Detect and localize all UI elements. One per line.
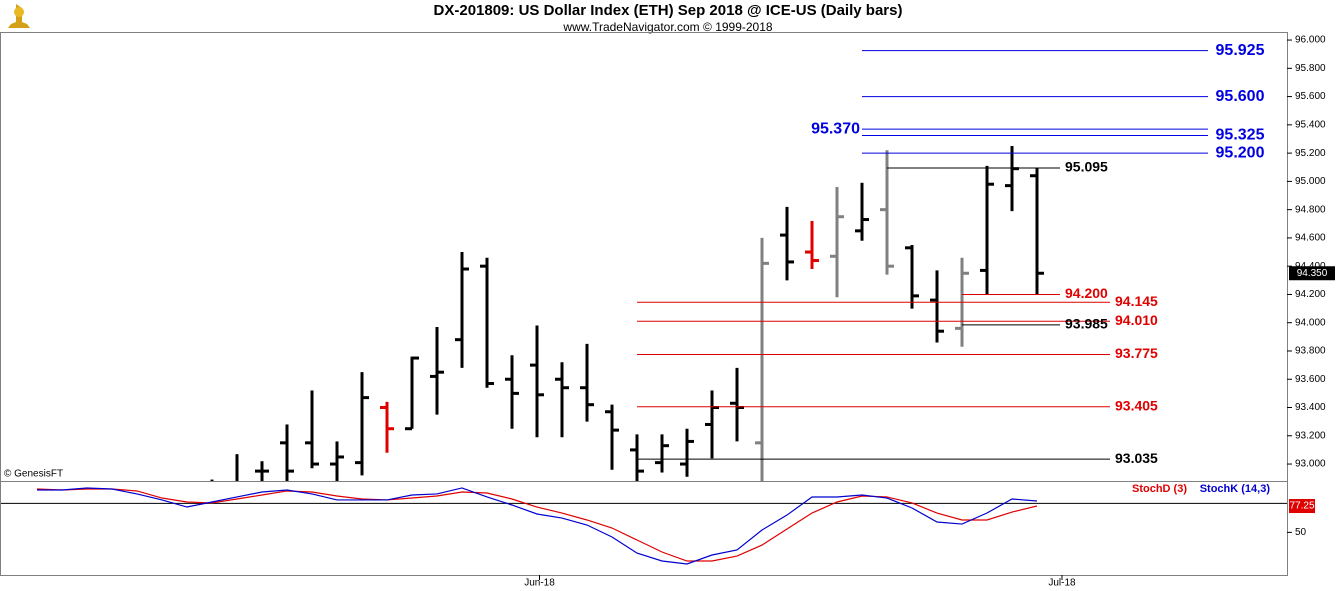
current-price-label: 94.350	[1297, 268, 1328, 279]
logo	[8, 4, 30, 28]
y-tick-label: 93.600	[1295, 374, 1326, 385]
y-tick-label: 96.000	[1295, 35, 1326, 46]
level-label: 94.145	[1115, 293, 1158, 309]
level-label: 93.775	[1115, 345, 1158, 361]
y-tick-label: 50	[1295, 527, 1307, 538]
x-tick-label: Jul-18	[1048, 578, 1076, 589]
y-tick-label: 95.800	[1295, 63, 1326, 74]
legend-entry: StochK (14,3)	[1200, 483, 1271, 495]
y-tick-label: 94.000	[1295, 317, 1326, 328]
y-tick-label: 95.600	[1295, 91, 1326, 102]
y-tick-label: 94.600	[1295, 233, 1326, 244]
level-label: 95.200	[1216, 144, 1265, 161]
level-label: 95.925	[1216, 42, 1265, 59]
y-tick-label: 93.200	[1295, 430, 1326, 441]
y-tick-label: 95.200	[1295, 148, 1326, 159]
y-tick-label: 93.800	[1295, 346, 1326, 357]
level-label: 93.985	[1065, 316, 1108, 332]
level-label: 93.035	[1115, 450, 1158, 466]
chart-title: DX-201809: US Dollar Index (ETH) Sep 201…	[434, 2, 903, 19]
x-tick-label: Jun-18	[524, 578, 555, 589]
y-tick-label: 95.400	[1295, 119, 1326, 130]
watermark: © GenesisFT	[4, 469, 63, 480]
stoch-panel	[0, 481, 1288, 576]
last-value-box	[1289, 499, 1315, 514]
y-tick-label: 93.400	[1295, 402, 1326, 413]
y-tick-label: 94.800	[1295, 204, 1326, 215]
current-price-box	[1289, 266, 1335, 281]
level-label: 95.095	[1065, 159, 1108, 175]
stoch-plot	[36, 487, 1038, 565]
level-label: 94.010	[1115, 312, 1158, 328]
level-label: 93.405	[1115, 398, 1158, 414]
price-plot	[210, 146, 1044, 481]
y-tick-label: 93.000	[1295, 459, 1326, 470]
level-label: 95.600	[1216, 88, 1265, 105]
y-tick-label: 94.200	[1295, 289, 1326, 300]
last-value-label: 77.25	[1289, 501, 1314, 512]
y-tick-label: 95.000	[1295, 176, 1326, 187]
level-label: 94.200	[1065, 285, 1108, 301]
chart-subtitle: www.TradeNavigator.com © 1999-2018	[562, 20, 772, 34]
stoch-line	[37, 487, 1038, 565]
legend-entry: StochD (3)	[1132, 483, 1187, 495]
level-label: 95.325	[1216, 127, 1265, 144]
level-label: 95.370	[811, 120, 860, 137]
